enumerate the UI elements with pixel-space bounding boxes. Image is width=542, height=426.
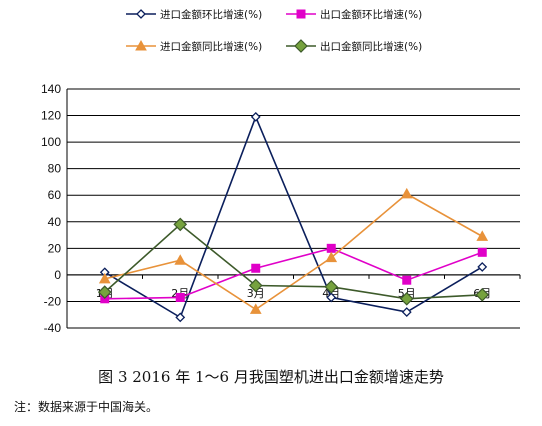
y-tick-label: 40	[48, 215, 62, 229]
series-2	[100, 243, 487, 304]
data-point	[175, 292, 185, 302]
data-point	[174, 254, 187, 265]
source-note: 注：数据来源于中国海关。	[14, 400, 159, 414]
legend-item: 进口金额同比增速(%)	[126, 39, 262, 53]
legend-item: 进口金额环比增速(%)	[126, 8, 262, 21]
series-line	[104, 192, 483, 311]
series-1	[99, 111, 488, 323]
y-tick-label: 60	[48, 188, 62, 202]
data-point	[249, 303, 262, 314]
series-line	[104, 247, 483, 300]
y-tick-label: 140	[41, 82, 61, 96]
series-3	[98, 187, 489, 314]
data-point	[401, 307, 412, 317]
x-tick-label: 3月	[247, 287, 265, 300]
legend-label: 出口金额环比增速(%)	[320, 8, 422, 21]
data-point	[477, 262, 488, 272]
series-lines	[97, 111, 490, 323]
legend-label: 进口金额同比增速(%)	[160, 40, 262, 53]
data-point	[251, 263, 261, 273]
data-point	[476, 230, 489, 241]
y-tick-label: 0	[54, 268, 61, 282]
series-4	[97, 217, 490, 306]
y-tick-label: 80	[48, 162, 62, 176]
y-tick-label: 20	[48, 241, 62, 255]
data-point	[399, 291, 414, 306]
data-point	[475, 287, 490, 302]
legend-marker	[136, 9, 146, 19]
series-line	[104, 114, 483, 319]
legend-marker	[294, 39, 308, 53]
line-chart: 进口金额环比增速(%) 出口金额环比增速(%) 进口金额同比增速(%) 出口金额同比增…	[41, 8, 521, 335]
legend-label: 进口金额环比增速(%)	[160, 8, 262, 21]
data-point	[477, 247, 487, 257]
legend-item: 出口金额同比增速(%)	[286, 39, 422, 53]
data-point	[326, 243, 336, 253]
legend-label: 出口金额同比增速(%)	[320, 40, 422, 53]
data-point	[325, 251, 338, 263]
data-point	[173, 217, 188, 232]
y-tick-label: -40	[44, 321, 62, 335]
figure-caption: 图 3 2016 年 1～6 月我国塑机进出口金额增速走势	[98, 368, 444, 386]
series-line	[104, 223, 483, 300]
data-point	[250, 111, 261, 122]
y-tick-label: 120	[41, 109, 61, 123]
legend-marker	[135, 39, 147, 51]
data-point	[326, 292, 337, 303]
y-axis-ticks: -40 -20 0 20 40 60 80 100 120 140	[41, 82, 61, 335]
data-point	[175, 312, 186, 323]
data-point	[400, 187, 413, 199]
y-tick-label: -20	[44, 294, 62, 308]
legend-item: 出口金额环比增速(%)	[286, 8, 422, 21]
legend-marker	[296, 9, 306, 19]
data-point	[324, 279, 339, 294]
data-point	[98, 272, 111, 284]
legend: 进口金额环比增速(%) 出口金额环比增速(%) 进口金额同比增速(%) 出口金额同比增…	[126, 8, 422, 53]
data-point	[97, 285, 112, 299]
data-point	[248, 278, 263, 293]
data-point	[402, 275, 412, 285]
y-tick-label: 100	[41, 135, 61, 149]
